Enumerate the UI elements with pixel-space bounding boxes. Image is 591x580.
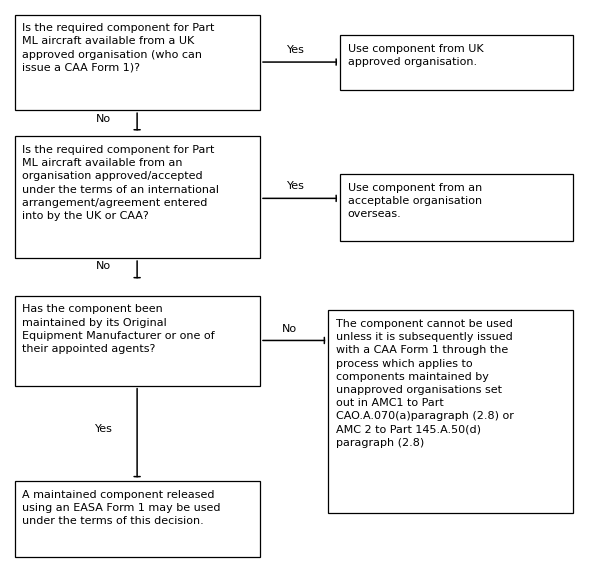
Text: Is the required component for Part
ML aircraft available from an
organisation ap: Is the required component for Part ML ai… (22, 145, 219, 221)
Text: No: No (282, 324, 297, 334)
FancyBboxPatch shape (340, 174, 573, 241)
FancyBboxPatch shape (15, 296, 260, 386)
FancyBboxPatch shape (15, 14, 260, 110)
FancyBboxPatch shape (328, 310, 573, 513)
FancyBboxPatch shape (340, 35, 573, 90)
Text: Use component from an
acceptable organisation
overseas.: Use component from an acceptable organis… (348, 183, 482, 219)
Text: Has the component been
maintained by its Original
Equipment Manufacturer or one : Has the component been maintained by its… (22, 304, 215, 354)
Text: Is the required component for Part
ML aircraft available from a UK
approved orga: Is the required component for Part ML ai… (22, 23, 215, 73)
Text: Yes: Yes (95, 424, 112, 434)
Text: No: No (96, 114, 111, 124)
Text: Use component from UK
approved organisation.: Use component from UK approved organisat… (348, 44, 483, 67)
FancyBboxPatch shape (15, 481, 260, 557)
Text: No: No (96, 261, 111, 271)
Text: A maintained component released
using an EASA Form 1 may be used
under the terms: A maintained component released using an… (22, 490, 221, 527)
Text: Yes: Yes (287, 45, 304, 55)
Text: The component cannot be used
unless it is subsequently issued
with a CAA Form 1 : The component cannot be used unless it i… (336, 319, 514, 448)
FancyBboxPatch shape (15, 136, 260, 258)
Text: Yes: Yes (287, 182, 304, 191)
